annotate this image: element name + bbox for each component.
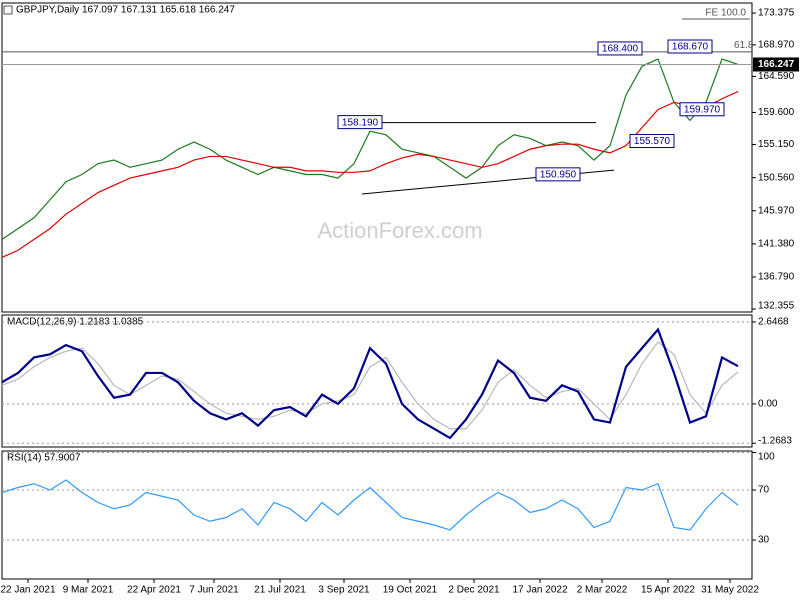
x-tick-label: 3 Sep 2021 bbox=[318, 585, 370, 596]
series-line bbox=[1, 58, 739, 240]
annotation-box bbox=[629, 134, 675, 149]
y-tick-label: 168.970 bbox=[758, 39, 795, 50]
fib-label: FE 100.0 bbox=[705, 8, 746, 19]
y-tick-label: 173.375 bbox=[758, 8, 795, 19]
y-tick-label: 145.970 bbox=[758, 205, 795, 216]
x-tick-label: 7 Jun 2021 bbox=[189, 585, 239, 596]
y-tick-label: 136.790 bbox=[758, 272, 795, 283]
x-tick-label: 9 Mar 2021 bbox=[63, 585, 114, 596]
watermark: ActionForex.com bbox=[317, 218, 482, 243]
chart-title: GBPJPY,Daily 167.097 167.131 165.618 166… bbox=[16, 5, 235, 16]
y-tick-label: 150.560 bbox=[758, 172, 795, 183]
panel-title: MACD(12,26,9) 1.2183 1.0385 bbox=[7, 317, 144, 328]
annotation-label: 159.970 bbox=[684, 104, 721, 115]
y-tick-label: 141.380 bbox=[758, 239, 795, 250]
annotation-box bbox=[337, 115, 383, 130]
y-tick-label: 30 bbox=[758, 535, 770, 546]
x-tick-label: 15 Apr 2022 bbox=[641, 585, 695, 596]
x-tick-label: 2 Mar 2022 bbox=[577, 585, 628, 596]
annotation-box bbox=[679, 102, 725, 117]
y-tick-label: 155.150 bbox=[758, 139, 795, 150]
series-line bbox=[1, 341, 739, 430]
panel-title: RSI(14) 57.9007 bbox=[7, 453, 81, 464]
x-tick-label: 21 Jul 2021 bbox=[254, 585, 306, 596]
last-price-box bbox=[753, 57, 799, 72]
x-tick-label: 17 Jan 2022 bbox=[512, 585, 567, 596]
panel bbox=[1, 2, 753, 313]
annotation-label: 155.570 bbox=[634, 136, 671, 147]
annotation-label: 150.950 bbox=[540, 169, 577, 180]
icon bbox=[3, 5, 13, 15]
annotation-label: 168.670 bbox=[672, 42, 709, 53]
y-tick-label: 70 bbox=[758, 485, 770, 496]
series-line bbox=[1, 90, 739, 259]
annotation-label: 168.400 bbox=[602, 44, 639, 55]
y-tick-label: 132.355 bbox=[758, 301, 795, 312]
y-tick-label: 2.6468 bbox=[758, 317, 789, 328]
x-tick-label: 22 Jan 2021 bbox=[0, 585, 55, 596]
annotation-box bbox=[667, 39, 713, 54]
x-tick-label: 19 Oct 2021 bbox=[383, 585, 438, 596]
fib-label: 61.8 bbox=[734, 40, 754, 51]
annotation-box bbox=[535, 167, 581, 182]
series-line bbox=[1, 479, 739, 531]
y-tick-label: 0.00 bbox=[758, 399, 778, 410]
series-line bbox=[1, 327, 739, 440]
y-tick-label: 100 bbox=[758, 452, 775, 463]
y-tick-label: -1.2683 bbox=[758, 436, 792, 447]
x-tick-label: 22 Apr 2021 bbox=[127, 585, 181, 596]
y-tick-label: 159.600 bbox=[758, 107, 795, 118]
x-tick-label: 31 May 2022 bbox=[701, 585, 759, 596]
annotation-box bbox=[597, 41, 643, 56]
annotation-label: 158.190 bbox=[342, 117, 379, 128]
x-tick-label: 2 Dec 2021 bbox=[448, 585, 500, 596]
panel bbox=[1, 450, 753, 580]
y-tick-label: 164.590 bbox=[758, 71, 795, 82]
last-price-label: 166.247 bbox=[758, 59, 795, 70]
